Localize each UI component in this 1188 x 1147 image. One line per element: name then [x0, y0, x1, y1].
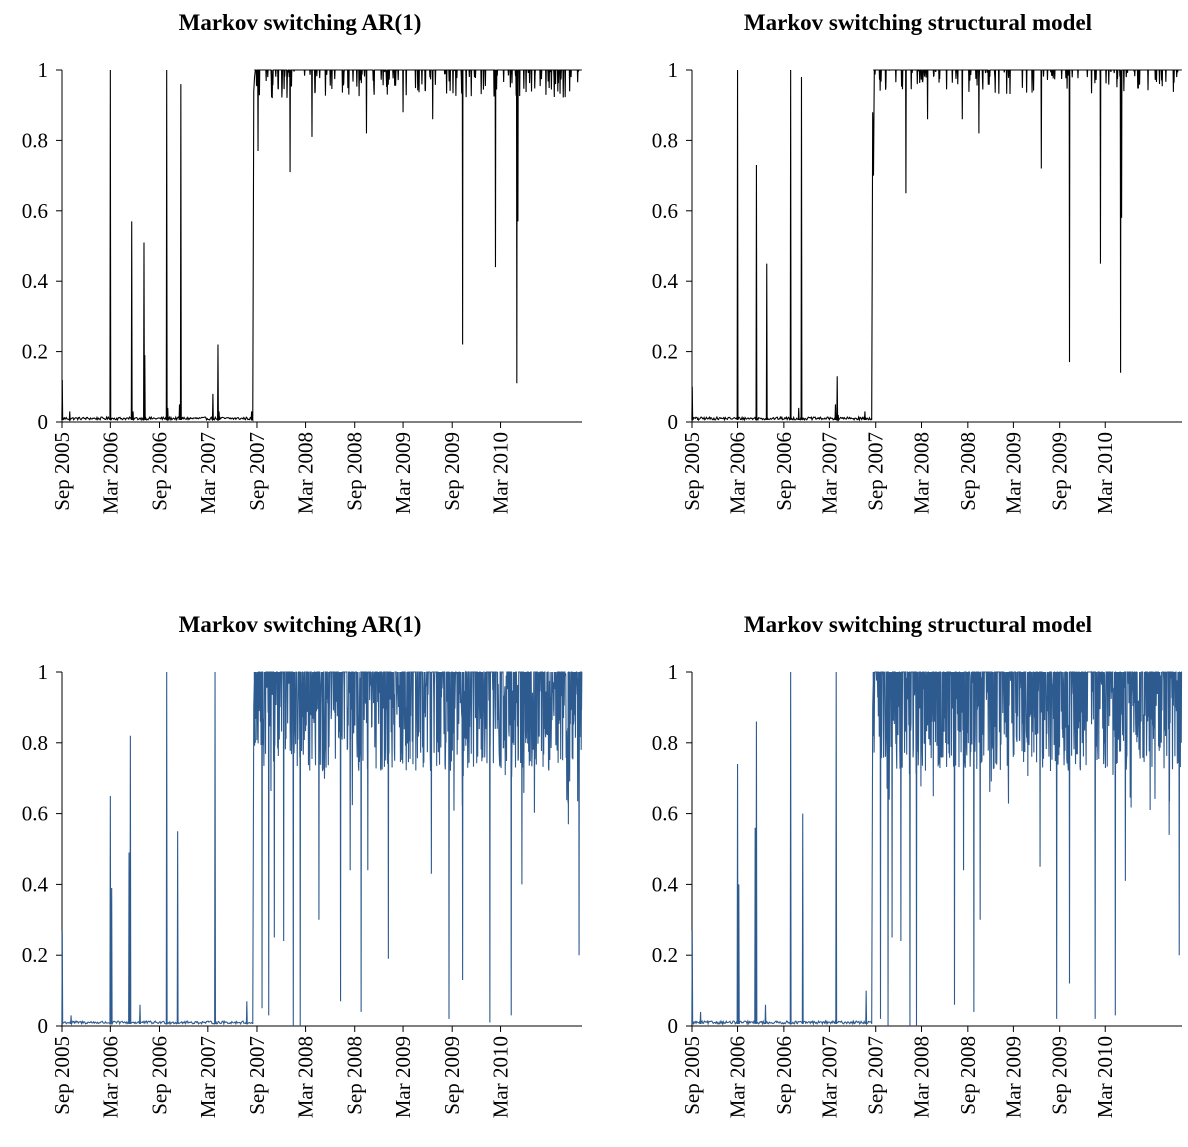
- series-line: [61, 670, 583, 1027]
- x-tick-label: Mar 2008: [910, 1036, 934, 1118]
- chart-title: Markov switching AR(1): [179, 10, 422, 35]
- x-tick-label: Mar 2010: [1093, 432, 1117, 514]
- y-tick-label: 0.4: [652, 872, 679, 896]
- chart-title: Markov switching structural model: [744, 612, 1092, 637]
- x-tick-label: Sep 2006: [772, 1036, 796, 1115]
- y-tick-label: 0: [668, 1014, 679, 1038]
- y-tick-label: 0.8: [22, 128, 48, 152]
- y-tick-label: 1: [668, 660, 679, 684]
- x-tick-label: Mar 2009: [391, 1036, 415, 1118]
- y-tick-label: 0.6: [652, 199, 678, 223]
- x-tick-label: Sep 2008: [956, 432, 980, 511]
- y-tick-label: 0.2: [652, 943, 678, 967]
- x-tick-label: Mar 2007: [817, 1036, 841, 1118]
- y-tick-label: 0.2: [652, 340, 678, 364]
- chart-panel-2: Markov switching structural model 0 0.2 0.4…: [652, 10, 1182, 514]
- x-tick-label: Sep 2009: [440, 1036, 464, 1115]
- y-tick-label: 0.4: [22, 872, 49, 896]
- x-tick-label: Mar 2006: [98, 1036, 122, 1118]
- series-line: [691, 670, 1183, 1027]
- x-tick-label: Mar 2007: [196, 432, 220, 514]
- y-tick-label: 0.6: [22, 199, 48, 223]
- x-tick-label: Sep 2009: [440, 432, 464, 511]
- x-tick-label: Sep 2008: [956, 1036, 980, 1115]
- x-tick-label: Sep 2006: [147, 1036, 171, 1115]
- chart-panel-3: Markov switching AR(1) 0 0.2 0.4 0.6 0.8 1 Sep …: [22, 612, 583, 1118]
- y-tick-label: 0: [668, 410, 679, 434]
- x-tick-label: Mar 2010: [1093, 1036, 1117, 1118]
- y-tick-label: 1: [668, 58, 679, 82]
- x-tick-label: Sep 2009: [1048, 1036, 1072, 1115]
- x-tick-label: Sep 2005: [680, 432, 704, 511]
- y-tick-label: 1: [38, 58, 49, 82]
- y-tick-label: 0.6: [22, 802, 48, 826]
- x-tick-label: Sep 2006: [772, 432, 796, 511]
- chart-title: Markov switching AR(1): [179, 612, 422, 637]
- chart-panel-4: Markov switching structural model 0 0.2 0.4…: [652, 612, 1183, 1118]
- x-tick-label: Mar 2010: [489, 432, 513, 514]
- y-tick-label: 0.6: [652, 802, 678, 826]
- x-tick-label: Mar 2009: [1001, 1036, 1025, 1118]
- x-tick-label: Sep 2005: [50, 1036, 74, 1115]
- y-tick-label: 0.4: [22, 269, 49, 293]
- y-tick-label: 0.2: [22, 340, 48, 364]
- x-tick-label: Mar 2006: [98, 432, 122, 514]
- y-tick-label: 0.4: [652, 269, 679, 293]
- x-tick-label: Mar 2009: [391, 432, 415, 514]
- x-tick-label: Mar 2008: [294, 1036, 318, 1118]
- x-tick-label: Sep 2007: [864, 432, 888, 511]
- x-tick-label: Sep 2008: [343, 1036, 367, 1115]
- x-tick-label: Sep 2007: [864, 1036, 888, 1115]
- chart-title: Markov switching structural model: [744, 10, 1092, 35]
- x-tick-label: Mar 2008: [910, 432, 934, 514]
- x-tick-label: Mar 2006: [726, 432, 750, 514]
- chart-panel-1: Markov switching AR(1) 0 0.2 0.4 0.6 0.8 1 Sep …: [22, 10, 582, 514]
- series-line: [691, 69, 1182, 423]
- series-line: [61, 69, 582, 422]
- x-tick-label: Sep 2007: [245, 1036, 269, 1115]
- y-tick-label: 0: [38, 410, 49, 434]
- x-tick-label: Sep 2008: [343, 432, 367, 511]
- y-tick-label: 0.2: [22, 943, 48, 967]
- x-tick-label: Mar 2006: [726, 1036, 750, 1118]
- x-tick-label: Mar 2010: [489, 1036, 513, 1118]
- x-tick-label: Sep 2006: [147, 432, 171, 511]
- y-tick-label: 0.8: [652, 731, 678, 755]
- x-tick-label: Mar 2008: [294, 432, 318, 514]
- y-tick-label: 0: [38, 1014, 49, 1038]
- x-tick-label: Sep 2009: [1048, 432, 1072, 511]
- x-tick-label: Mar 2007: [196, 1036, 220, 1118]
- x-tick-label: Mar 2009: [1001, 432, 1025, 514]
- y-tick-label: 0.8: [22, 731, 48, 755]
- x-tick-label: Sep 2007: [245, 432, 269, 511]
- y-tick-label: 0.8: [652, 128, 678, 152]
- x-tick-label: Sep 2005: [50, 432, 74, 511]
- x-tick-label: Sep 2005: [680, 1036, 704, 1115]
- y-tick-label: 1: [38, 660, 49, 684]
- x-tick-label: Mar 2007: [817, 432, 841, 514]
